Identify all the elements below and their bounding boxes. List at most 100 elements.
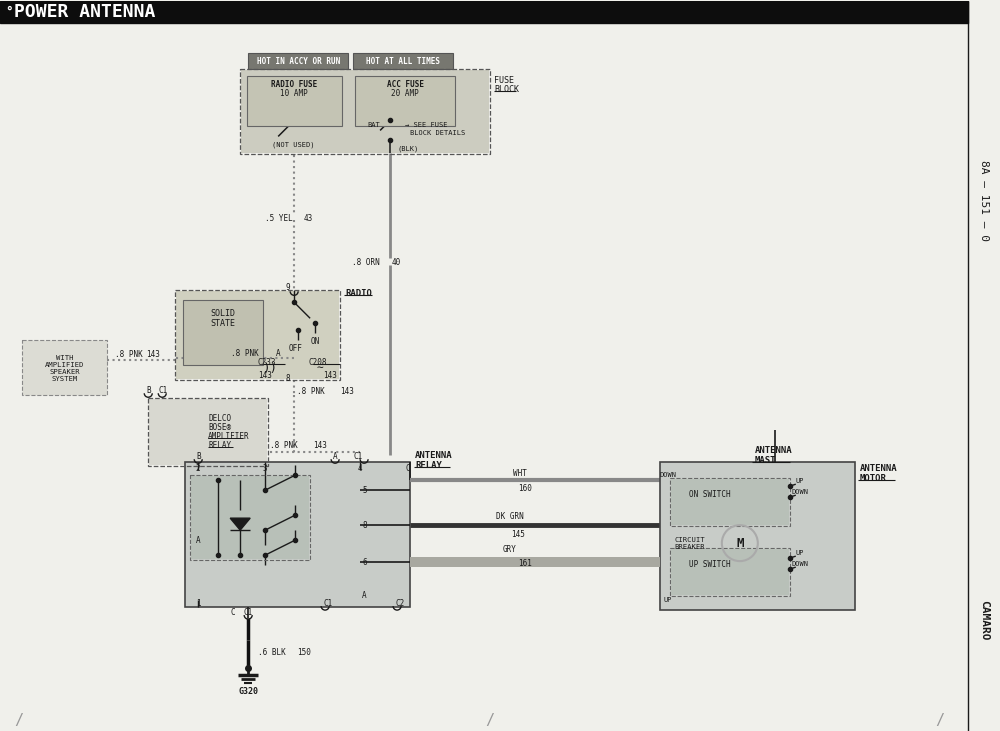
Text: 10 AMP: 10 AMP bbox=[280, 89, 308, 98]
Text: 143: 143 bbox=[258, 371, 272, 380]
Text: BOSE®: BOSE® bbox=[208, 423, 231, 432]
Text: BLOCK: BLOCK bbox=[494, 85, 519, 94]
Polygon shape bbox=[355, 77, 455, 126]
Text: .8 PNK: .8 PNK bbox=[115, 349, 143, 359]
Text: UP: UP bbox=[796, 478, 804, 484]
Text: FUSE: FUSE bbox=[494, 76, 514, 85]
Polygon shape bbox=[248, 53, 348, 69]
Text: A: A bbox=[362, 591, 367, 599]
Text: 143: 143 bbox=[340, 387, 354, 395]
Polygon shape bbox=[149, 399, 267, 465]
Text: CIRCUIT
BREAKER: CIRCUIT BREAKER bbox=[675, 537, 705, 550]
Text: 1: 1 bbox=[196, 599, 201, 607]
Text: 8: 8 bbox=[362, 520, 367, 530]
Text: A: A bbox=[276, 349, 280, 357]
Polygon shape bbox=[183, 300, 263, 366]
Text: → SEE FUSE: → SEE FUSE bbox=[405, 122, 448, 129]
Text: M: M bbox=[736, 537, 744, 550]
Text: DELCO: DELCO bbox=[208, 414, 231, 423]
Text: 43: 43 bbox=[303, 214, 312, 223]
Text: 5: 5 bbox=[362, 485, 367, 495]
Text: A: A bbox=[196, 536, 201, 545]
Polygon shape bbox=[0, 1, 968, 23]
Text: C1: C1 bbox=[158, 386, 167, 395]
Text: DOWN: DOWN bbox=[791, 561, 808, 567]
Text: A: A bbox=[333, 452, 337, 461]
Text: °: ° bbox=[5, 5, 13, 18]
Text: /: / bbox=[935, 713, 944, 727]
Text: HOT AT ALL TIMES: HOT AT ALL TIMES bbox=[366, 57, 440, 66]
Text: C233: C233 bbox=[257, 357, 276, 367]
Text: (NOT USED): (NOT USED) bbox=[272, 141, 315, 148]
Text: C1: C1 bbox=[244, 607, 253, 616]
Text: ANTENNA: ANTENNA bbox=[860, 463, 897, 473]
Text: UP: UP bbox=[664, 597, 672, 603]
Text: WITH
AMPLIFIED
SPEAKER
SYSTEM: WITH AMPLIFIED SPEAKER SYSTEM bbox=[45, 355, 84, 382]
Text: DOWN: DOWN bbox=[659, 472, 676, 478]
Text: G320: G320 bbox=[238, 686, 258, 695]
Text: C2: C2 bbox=[395, 599, 405, 607]
Polygon shape bbox=[410, 557, 660, 567]
Polygon shape bbox=[671, 480, 789, 525]
Text: BAT: BAT bbox=[368, 122, 380, 129]
Text: 150: 150 bbox=[297, 648, 311, 656]
Polygon shape bbox=[176, 292, 339, 379]
Text: RELAY: RELAY bbox=[415, 461, 442, 470]
Text: 145: 145 bbox=[511, 530, 525, 539]
Polygon shape bbox=[671, 549, 789, 595]
Text: ANTENNA: ANTENNA bbox=[415, 451, 453, 460]
Text: GRY: GRY bbox=[503, 545, 517, 553]
Text: C: C bbox=[406, 463, 410, 473]
Text: 8A – 151 – 0: 8A – 151 – 0 bbox=[979, 160, 989, 241]
Text: ANTENNA: ANTENNA bbox=[755, 446, 792, 455]
Text: .5 YEL: .5 YEL bbox=[265, 214, 293, 223]
Text: 8: 8 bbox=[286, 374, 290, 383]
Text: 143: 143 bbox=[146, 349, 160, 359]
Text: .8 ORN: .8 ORN bbox=[352, 258, 380, 267]
Text: RADIO FUSE: RADIO FUSE bbox=[271, 80, 317, 89]
Text: ON: ON bbox=[311, 337, 320, 346]
Polygon shape bbox=[241, 70, 489, 154]
Polygon shape bbox=[247, 77, 342, 126]
Polygon shape bbox=[353, 53, 453, 69]
Text: 9: 9 bbox=[286, 283, 290, 292]
Text: RELAY: RELAY bbox=[208, 441, 231, 450]
Text: C: C bbox=[231, 607, 236, 616]
Text: HOT IN ACCY OR RUN: HOT IN ACCY OR RUN bbox=[257, 57, 340, 66]
Text: ON SWITCH: ON SWITCH bbox=[689, 490, 731, 499]
Text: B: B bbox=[196, 452, 201, 461]
Text: .8 PNK: .8 PNK bbox=[231, 349, 259, 357]
Text: WHT: WHT bbox=[513, 469, 527, 477]
Text: POWER ANTENNA: POWER ANTENNA bbox=[14, 2, 156, 20]
Text: .6 BLK: .6 BLK bbox=[258, 648, 286, 656]
Text: ACC FUSE: ACC FUSE bbox=[387, 80, 424, 89]
Text: ∼: ∼ bbox=[317, 363, 324, 374]
Text: UP: UP bbox=[796, 550, 804, 556]
Polygon shape bbox=[185, 462, 410, 607]
Text: C1: C1 bbox=[323, 599, 333, 607]
Text: C208: C208 bbox=[309, 357, 327, 367]
Polygon shape bbox=[660, 462, 855, 610]
Polygon shape bbox=[230, 518, 250, 530]
Text: 160: 160 bbox=[518, 484, 532, 493]
Text: AMPLIFIER: AMPLIFIER bbox=[208, 432, 250, 441]
Text: (BLK): (BLK) bbox=[397, 145, 418, 151]
Text: )): )) bbox=[263, 362, 278, 375]
Text: .8 PNK: .8 PNK bbox=[270, 441, 298, 450]
Text: UP SWITCH: UP SWITCH bbox=[689, 560, 731, 569]
Text: RADIO: RADIO bbox=[345, 289, 372, 298]
Text: /: / bbox=[485, 713, 495, 727]
Text: /: / bbox=[14, 713, 23, 727]
Text: MAST: MAST bbox=[755, 455, 776, 465]
Text: CAMARO: CAMARO bbox=[979, 600, 989, 640]
Polygon shape bbox=[191, 476, 309, 559]
Polygon shape bbox=[22, 341, 107, 395]
Text: C1: C1 bbox=[353, 452, 363, 461]
Text: DOWN: DOWN bbox=[791, 489, 808, 495]
Text: 2: 2 bbox=[196, 463, 201, 473]
Text: 161: 161 bbox=[518, 558, 532, 568]
Text: 143: 143 bbox=[313, 441, 327, 450]
Text: B: B bbox=[146, 386, 151, 395]
Text: .8 PNK: .8 PNK bbox=[297, 387, 325, 395]
Text: BLOCK DETAILS: BLOCK DETAILS bbox=[410, 130, 465, 137]
